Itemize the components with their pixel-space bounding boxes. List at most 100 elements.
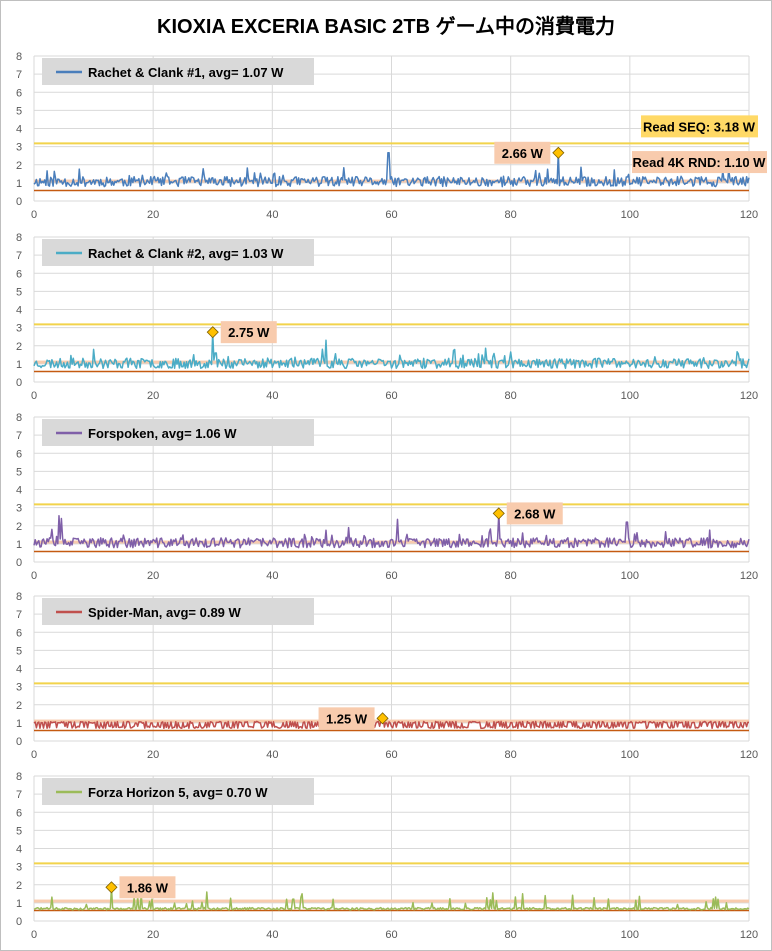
- y-tick-label: 1: [16, 718, 22, 730]
- x-tick-label: 60: [385, 929, 397, 941]
- series-line: [33, 717, 749, 730]
- x-tick-label: 0: [31, 570, 37, 582]
- x-tick-label: 40: [266, 929, 278, 941]
- y-tick-label: 2: [16, 160, 22, 172]
- x-tick-label: 80: [505, 929, 517, 941]
- series-line: [33, 331, 750, 370]
- series-line: [33, 886, 750, 911]
- x-tick-label: 40: [266, 209, 278, 221]
- peak-label-box: [318, 707, 375, 730]
- y-tick-label: 8: [16, 771, 22, 783]
- x-tick-label: 60: [385, 749, 397, 761]
- x-tick-label: 0: [31, 209, 37, 221]
- legend-box: [42, 778, 314, 805]
- y-tick-label: 2: [16, 341, 22, 353]
- series-line: [33, 152, 750, 188]
- read-4k-band: [34, 719, 749, 723]
- y-tick-label: 4: [16, 485, 22, 497]
- x-tick-label: 120: [740, 749, 758, 761]
- y-tick-label: 0: [16, 196, 22, 208]
- y-tick-label: 2: [16, 521, 22, 533]
- peak-label-box: [119, 876, 176, 899]
- y-tick-label: 5: [16, 105, 22, 117]
- x-tick-label: 60: [385, 390, 397, 402]
- read-seq-label: Read SEQ: 3.18 W: [643, 119, 756, 134]
- y-tick-label: 2: [16, 700, 22, 712]
- x-tick-label: 20: [147, 209, 159, 221]
- y-tick-label: 4: [16, 124, 22, 136]
- x-tick-label: 0: [31, 749, 37, 761]
- y-tick-label: 6: [16, 268, 22, 280]
- y-tick-label: 0: [16, 916, 22, 928]
- x-tick-label: 40: [266, 570, 278, 582]
- legend-box: [42, 419, 314, 446]
- legend-label: Rachet & Clank #1, avg= 1.07 W: [88, 65, 284, 80]
- y-tick-label: 7: [16, 430, 22, 442]
- y-tick-label: 4: [16, 844, 22, 856]
- y-tick-label: 3: [16, 503, 22, 515]
- y-tick-label: 0: [16, 377, 22, 389]
- y-tick-label: 2: [16, 880, 22, 892]
- y-tick-label: 5: [16, 645, 22, 657]
- x-tick-label: 20: [147, 929, 159, 941]
- peak-label: 1.86 W: [127, 880, 169, 895]
- y-tick-label: 5: [16, 466, 22, 478]
- y-tick-label: 7: [16, 609, 22, 621]
- y-tick-label: 7: [16, 69, 22, 81]
- peak-label-box: [220, 321, 277, 344]
- x-tick-label: 0: [31, 390, 37, 402]
- read-4k-band: [34, 540, 749, 544]
- peak-label: 1.25 W: [326, 711, 368, 726]
- y-tick-label: 3: [16, 142, 22, 154]
- y-tick-label: 1: [16, 178, 22, 190]
- x-tick-label: 100: [621, 570, 639, 582]
- x-tick-label: 120: [740, 929, 758, 941]
- peak-label: 2.66 W: [502, 146, 544, 161]
- x-tick-label: 100: [621, 929, 639, 941]
- x-tick-label: 80: [505, 209, 517, 221]
- x-tick-label: 100: [621, 749, 639, 761]
- y-tick-label: 1: [16, 359, 22, 371]
- x-tick-label: 120: [740, 390, 758, 402]
- x-tick-label: 0: [31, 929, 37, 941]
- read-4k-band: [34, 360, 749, 364]
- legend-label: Forspoken, avg= 1.06 W: [88, 426, 237, 441]
- x-tick-label: 40: [266, 390, 278, 402]
- y-tick-label: 0: [16, 736, 22, 748]
- y-tick-label: 1: [16, 539, 22, 551]
- series-line: [33, 512, 750, 549]
- peak-label-box: [494, 141, 551, 164]
- peak-label-box: [506, 502, 563, 525]
- y-tick-label: 7: [16, 250, 22, 262]
- peak-marker: [552, 146, 565, 159]
- y-tick-label: 8: [16, 412, 22, 424]
- y-tick-label: 6: [16, 448, 22, 460]
- x-tick-label: 100: [621, 209, 639, 221]
- y-tick-label: 4: [16, 305, 22, 317]
- y-tick-label: 8: [16, 232, 22, 244]
- peak-marker: [492, 507, 505, 520]
- y-tick-label: 6: [16, 627, 22, 639]
- y-tick-label: 1: [16, 898, 22, 910]
- legend-label: Rachet & Clank #2, avg= 1.03 W: [88, 246, 284, 261]
- legend-label: Forza Horizon 5, avg= 0.70 W: [88, 785, 268, 800]
- x-tick-label: 100: [621, 390, 639, 402]
- y-tick-label: 3: [16, 682, 22, 694]
- y-tick-label: 6: [16, 807, 22, 819]
- read-4k-band: [34, 179, 749, 183]
- x-tick-label: 60: [385, 570, 397, 582]
- x-tick-label: 20: [147, 749, 159, 761]
- x-tick-label: 40: [266, 749, 278, 761]
- read-4k-label-box: [632, 151, 767, 174]
- x-tick-label: 120: [740, 570, 758, 582]
- y-tick-label: 7: [16, 789, 22, 801]
- y-tick-label: 5: [16, 286, 22, 298]
- peak-marker: [105, 881, 118, 894]
- legend-label: Spider-Man, avg= 0.89 W: [88, 605, 242, 620]
- x-tick-label: 20: [147, 390, 159, 402]
